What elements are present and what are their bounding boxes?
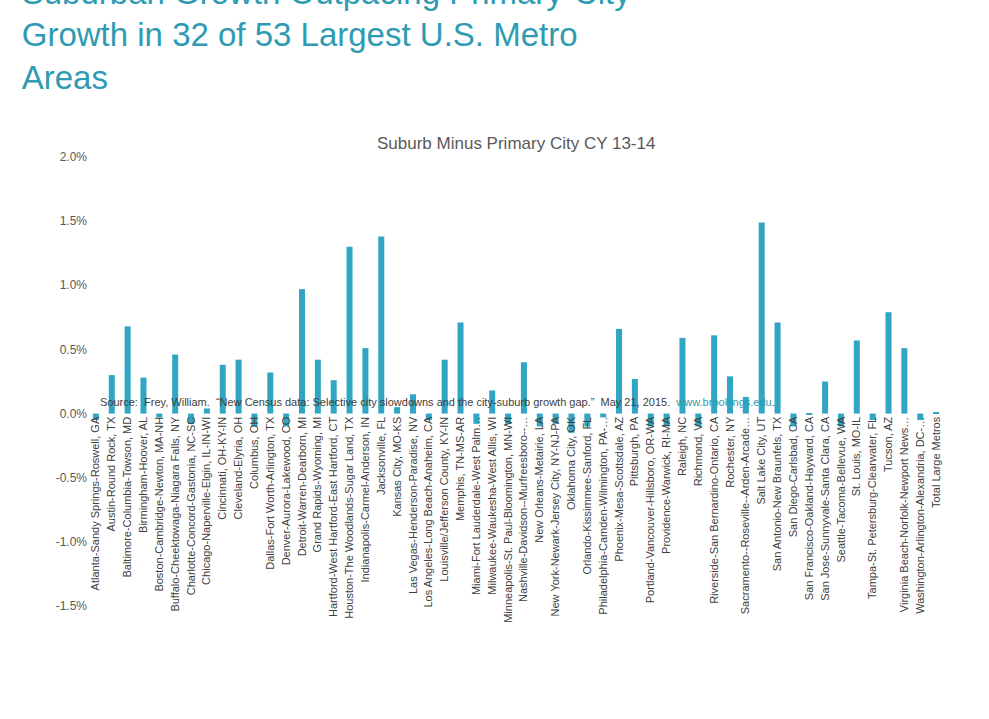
svg-text:Jacksonville, FL: Jacksonville, FL [375, 417, 387, 495]
svg-text:Austin-Round Rock, TX: Austin-Round Rock, TX [105, 416, 117, 531]
svg-text:Detroit-Warren-Dearborn, MI: Detroit-Warren-Dearborn, MI [296, 417, 308, 557]
svg-text:Source: Frey, William. “New: Source: Frey, William. “New Census data:… [100, 396, 775, 408]
svg-text:Sacramento--Roseville--Arden-A: Sacramento--Roseville--Arden-Arcade… [739, 417, 751, 614]
svg-text:Charlotte-Concord-Gastonia, NC: Charlotte-Concord-Gastonia, NC-SC [185, 417, 197, 596]
svg-text:Boston-Cambridge-Newton, MA-NH: Boston-Cambridge-Newton, MA-NH [153, 417, 165, 592]
svg-text:New York-Newark-Jersey City, N: New York-Newark-Jersey City, NY-NJ-PA [549, 416, 561, 616]
svg-text:San Diego-Carlsbad, CA: San Diego-Carlsbad, CA [787, 416, 799, 537]
svg-text:Seattle-Tacoma-Bellevue, WA: Seattle-Tacoma-Bellevue, WA [835, 416, 847, 562]
svg-text:Orlando-Kissimmee-Sanford, FL: Orlando-Kissimmee-Sanford, FL [581, 417, 593, 575]
svg-text:Buffalo-Cheektowaga-Niagara Fa: Buffalo-Cheektowaga-Niagara Falls, NY [169, 416, 181, 611]
svg-text:-1.5%: -1.5% [56, 599, 88, 613]
svg-text:1.0%: 1.0% [60, 278, 88, 292]
svg-text:Cleveland-Elyria, OH: Cleveland-Elyria, OH [232, 417, 244, 520]
svg-text:Baltimore-Columbia-Towson, MD: Baltimore-Columbia-Towson, MD [121, 417, 133, 578]
svg-text:Providence-Warwick, RI-MA: Providence-Warwick, RI-MA [660, 416, 672, 554]
svg-text:Nashville-Davidson--Murfreesbo: Nashville-Davidson--Murfreesboro--… [518, 417, 530, 602]
svg-text:-1.0%: -1.0% [56, 535, 88, 549]
svg-text:Milwaukee-Waukesha-West Allis,: Milwaukee-Waukesha-West Allis, WI [486, 417, 498, 595]
svg-text:Suburban Growth Outpacing Prim: Suburban Growth Outpacing Primary-CityGr… [22, 0, 631, 96]
svg-text:Oklahoma City, OK: Oklahoma City, OK [565, 416, 577, 510]
svg-text:Pittsburgh, PA: Pittsburgh, PA [628, 416, 640, 486]
svg-text:2.0%: 2.0% [60, 150, 88, 164]
svg-text:Rochester, NY: Rochester, NY [724, 416, 736, 488]
svg-text:Birmingham-Hoover, AL: Birmingham-Hoover, AL [137, 417, 149, 533]
svg-text:Atlanta-Sandy Springs-Roswell,: Atlanta-Sandy Springs-Roswell, GA [90, 416, 102, 590]
svg-text:Dallas-Fort Worth-Arlington, T: Dallas-Fort Worth-Arlington, TX [264, 416, 276, 570]
svg-text:Denver-Aurora-Lakewood, CO: Denver-Aurora-Lakewood, CO [280, 416, 292, 565]
svg-text:Houston-The Woodlands-Sugar La: Houston-The Woodlands-Sugar Land, TX [343, 416, 355, 619]
svg-text:Minneapolis-St. Paul-Bloomingt: Minneapolis-St. Paul-Bloomington, MN-WI [502, 417, 514, 623]
svg-text:Salt Lake City, UT: Salt Lake City, UT [755, 416, 767, 504]
svg-text:Philadelphia-Camden-Wilmington: Philadelphia-Camden-Wilmington, PA-… [597, 417, 609, 615]
svg-text:San Antonio-New Braunfels, TX: San Antonio-New Braunfels, TX [771, 416, 783, 571]
svg-text:Las Vegas-Henderson-Paradise,: Las Vegas-Henderson-Paradise, NV [407, 416, 419, 594]
svg-text:St. Louis, MO-IL: St. Louis, MO-IL [850, 417, 862, 496]
svg-text:Portland-Vancouver-Hillsboro,: Portland-Vancouver-Hillsboro, OR-WA [644, 416, 656, 603]
svg-text:-0.5%: -0.5% [56, 471, 88, 485]
svg-text:Total Large Metros: Total Large Metros [930, 416, 942, 508]
svg-text:Washington-Arlington-Alexandri: Washington-Arlington-Alexandria, DC-… [914, 417, 926, 614]
svg-text:Los Angeles-Long Beach-Anaheim: Los Angeles-Long Beach-Anaheim, CA [422, 416, 434, 607]
svg-text:Indianapolis-Carmel-Anderson,: Indianapolis-Carmel-Anderson, IN [359, 417, 371, 583]
svg-text:Hartford-West Hartford-East Ha: Hartford-West Hartford-East Hartford, CT [327, 416, 339, 617]
svg-text:New Orleans-Metairie, LA: New Orleans-Metairie, LA [533, 416, 545, 543]
svg-text:Suburb Minus Primary City CY 1: Suburb Minus Primary City CY 13-14 [377, 134, 655, 153]
svg-text:Memphis, TN-MS-AR: Memphis, TN-MS-AR [454, 417, 466, 521]
svg-text:0.0%: 0.0% [60, 407, 88, 421]
svg-text:Kansas City, MO-KS: Kansas City, MO-KS [391, 417, 403, 517]
svg-text:Virginia Beach-Norfolk-Newport: Virginia Beach-Norfolk-Newport News… [898, 417, 910, 612]
svg-text:Richmond, VA: Richmond, VA [692, 416, 704, 486]
svg-text:San Jose-Sunnyvale-Santa Clara: San Jose-Sunnyvale-Santa Clara, CA [819, 416, 831, 601]
svg-text:Phoenix-Mesa-Scottsdale, AZ: Phoenix-Mesa-Scottsdale, AZ [613, 416, 625, 561]
svg-text:Louisville/Jefferson County, K: Louisville/Jefferson County, KY-IN [438, 417, 450, 582]
svg-text:Raleigh, NC: Raleigh, NC [676, 417, 688, 476]
svg-text:Columbus, OH: Columbus, OH [248, 417, 260, 489]
svg-text:1.5%: 1.5% [60, 214, 88, 228]
svg-text:Chicago-Naperville-Elgin, IL-I: Chicago-Naperville-Elgin, IL-IN-WI [200, 417, 212, 585]
svg-text:Grand Rapids-Wyoming, MI: Grand Rapids-Wyoming, MI [311, 417, 323, 553]
svg-text:Miami-Fort Lauderdale-West Pal: Miami-Fort Lauderdale-West Palm… [470, 417, 482, 595]
svg-text:Cincinnati, OH-KY-IN: Cincinnati, OH-KY-IN [216, 417, 228, 520]
svg-text:San Francisco-Oakland-Hayward,: San Francisco-Oakland-Hayward, CA [803, 416, 815, 600]
svg-text:Riverside-San Bernardino-Ontar: Riverside-San Bernardino-Ontario, CA [708, 416, 720, 604]
svg-text:0.5%: 0.5% [60, 343, 88, 357]
svg-text:Tampa-St. Petersburg-Clearwate: Tampa-St. Petersburg-Clearwater, FL [866, 417, 878, 599]
svg-text:Tucson, AZ: Tucson, AZ [882, 416, 894, 472]
